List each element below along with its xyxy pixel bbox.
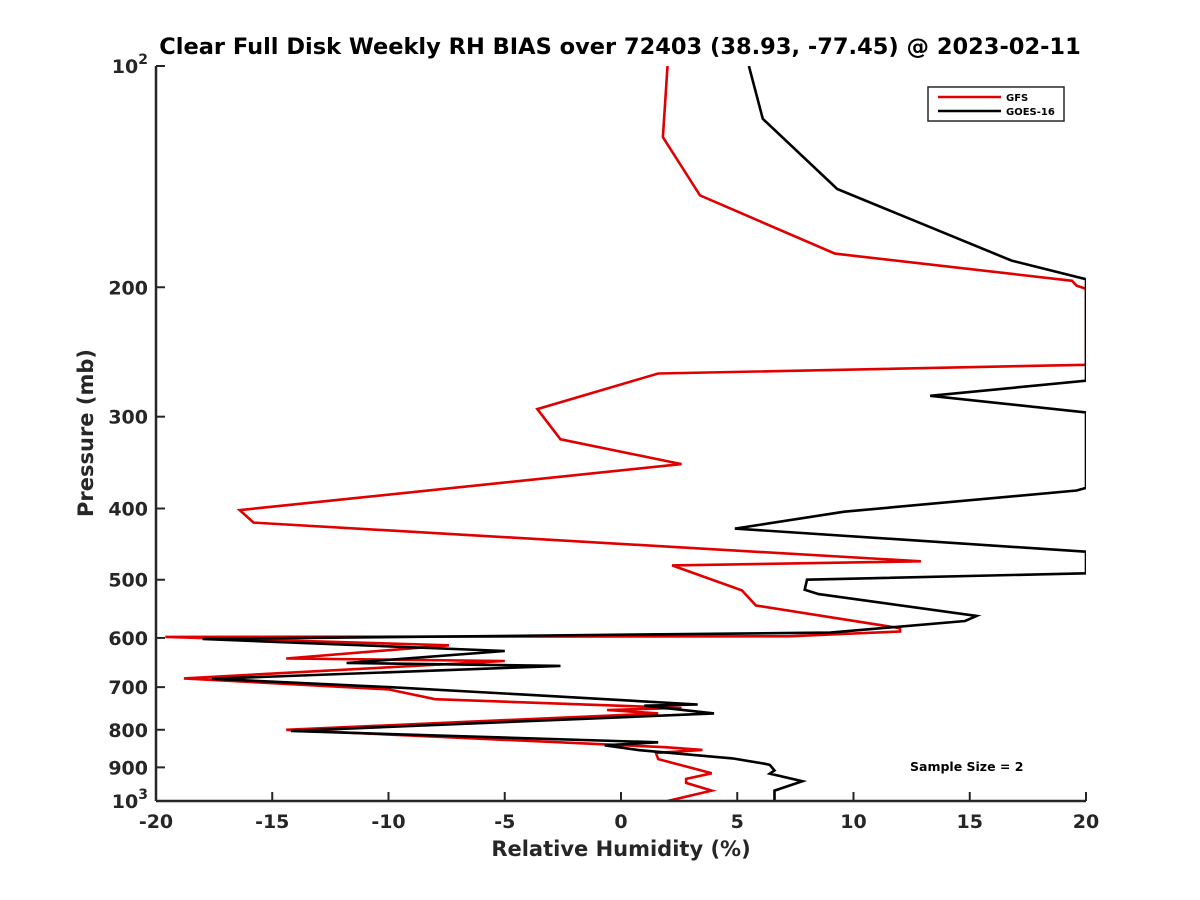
- y-tick-label: 500: [108, 570, 148, 592]
- legend-label-gfs: GFS: [1006, 93, 1028, 104]
- y-tick-label: 200: [108, 277, 148, 299]
- y-tick-label: 900: [108, 757, 148, 779]
- y-tick-label: 400: [108, 499, 148, 521]
- legend-box: [927, 86, 1065, 122]
- y-tick-label: 800: [108, 720, 148, 742]
- x-tick-label: -15: [255, 811, 289, 833]
- y-tick-label: 300: [108, 407, 148, 429]
- sample-size-annotation: Sample Size = 2: [910, 759, 1023, 774]
- x-tick-label: -10: [371, 811, 405, 833]
- x-tick-label: 10: [840, 811, 866, 833]
- x-ticks: -20 -15 -10 -5 0 5 10 15 20: [139, 792, 1099, 833]
- x-tick-label: -20: [139, 811, 173, 833]
- x-tick-label: 20: [1073, 811, 1099, 833]
- chart-title: Clear Full Disk Weekly RH BIAS over 7240…: [159, 34, 1081, 60]
- legend-label-goes16: GOES-16: [1006, 107, 1055, 118]
- x-tick-label: 5: [731, 811, 744, 833]
- series-layer: [165, 66, 1086, 801]
- legend[interactable]: GFS GOES-16: [927, 86, 1065, 122]
- x-tick-label: -5: [494, 811, 515, 833]
- x-tick-label: 0: [614, 811, 627, 833]
- y-axis-label: Pressure (mb): [74, 349, 98, 517]
- y-tick-label: 700: [108, 677, 148, 699]
- y-tick-label: 600: [108, 628, 148, 650]
- x-axis-label: Relative Humidity (%): [491, 837, 750, 861]
- series-line-gfs: [165, 66, 1086, 801]
- x-tick-label: 15: [957, 811, 983, 833]
- series-line-goes-16: [202, 66, 1086, 801]
